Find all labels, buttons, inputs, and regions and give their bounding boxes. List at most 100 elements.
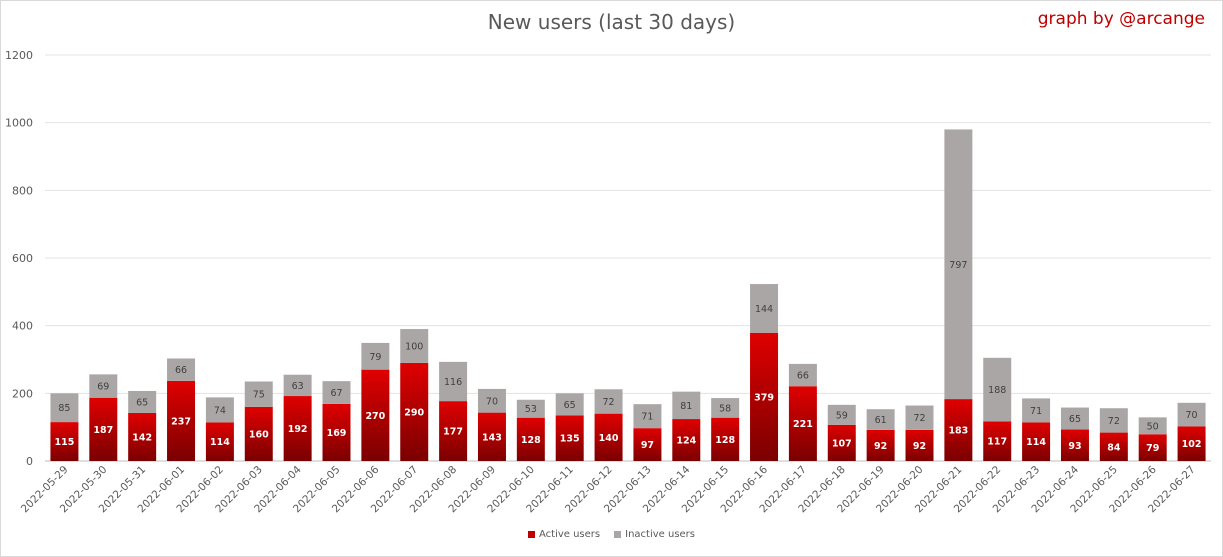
y-tick-label: 400 (12, 320, 33, 333)
bar-inactive (283, 374, 312, 397)
data-label-inactive: 65 (564, 400, 576, 411)
bar-inactive (555, 393, 584, 416)
data-label-active: 92 (913, 441, 926, 452)
bar-active (983, 421, 1012, 461)
data-label-active: 114 (1026, 437, 1046, 448)
bar-active (400, 362, 429, 461)
data-label-inactive: 188 (988, 385, 1006, 396)
data-label-inactive: 50 (1147, 421, 1159, 432)
y-axis: 0 200 400 600 800 1000 1200 (5, 49, 33, 468)
legend: Active users Inactive users (0, 529, 1223, 540)
data-label-active: 169 (327, 428, 347, 439)
data-label-active: 128 (521, 435, 541, 446)
bar-inactive (788, 363, 817, 387)
bar-active (477, 412, 506, 461)
bar-active (1177, 426, 1206, 461)
data-label-active: 128 (715, 435, 735, 446)
bar-active (633, 428, 662, 461)
data-label-active: 221 (793, 419, 813, 430)
bar-inactive (167, 358, 196, 381)
bar-active (750, 332, 779, 461)
data-label-inactive: 53 (525, 404, 537, 415)
bar-active (322, 403, 351, 461)
data-label-active: 183 (948, 426, 968, 437)
data-label-active: 379 (754, 392, 774, 403)
bar-inactive (1022, 398, 1051, 423)
data-label-inactive: 72 (603, 397, 615, 408)
chart-credit: graph by @arcange (1037, 9, 1205, 29)
bar-inactive (672, 391, 701, 420)
bar-active (944, 399, 973, 461)
data-label-inactive: 79 (369, 352, 381, 363)
bar-active (672, 419, 701, 461)
bar-inactive (439, 361, 468, 402)
bar-inactive (244, 381, 273, 407)
data-label-active: 290 (404, 407, 424, 418)
data-label-active: 107 (832, 438, 852, 449)
bar-inactive (50, 393, 79, 423)
bar-inactive (516, 399, 545, 418)
bar-active (1138, 434, 1167, 461)
data-label-active: 142 (132, 432, 152, 443)
data-label-inactive: 70 (486, 396, 498, 407)
bar-inactive (750, 284, 779, 333)
legend-item-inactive: Inactive users (614, 529, 695, 540)
y-tick-label: 200 (12, 387, 33, 400)
bar-inactive (827, 404, 856, 425)
data-label-inactive: 65 (1069, 414, 1081, 425)
y-tick-label: 0 (26, 455, 33, 468)
data-label-active: 115 (55, 437, 75, 448)
bar-inactive (89, 374, 118, 398)
data-label-inactive: 65 (136, 397, 148, 408)
data-label-active: 270 (365, 411, 385, 422)
legend-swatch-active (527, 531, 535, 538)
bar-active (128, 412, 157, 461)
bar-inactive (400, 329, 429, 363)
bar-inactive (905, 405, 934, 430)
legend-label-active: Active users (538, 529, 601, 540)
bar-inactive (128, 390, 157, 413)
data-label-inactive: 63 (292, 381, 304, 392)
data-label-inactive: 71 (1030, 406, 1042, 417)
data-label-active: 160 (249, 429, 269, 440)
bar-active (788, 386, 817, 461)
data-label-active: 93 (1068, 441, 1081, 452)
data-label-inactive: 59 (836, 410, 848, 421)
data-label-active: 117 (987, 437, 1007, 448)
data-label-inactive: 71 (641, 412, 653, 423)
data-label-active: 237 (171, 416, 191, 427)
data-label-inactive: 69 (97, 382, 109, 393)
bar-inactive (1138, 417, 1167, 435)
bar-inactive (1060, 407, 1089, 430)
bar-inactive (1099, 408, 1128, 433)
data-label-inactive: 67 (330, 388, 342, 399)
bar-inactive (361, 342, 390, 370)
bar-active (594, 413, 623, 461)
data-label-active: 177 (443, 427, 463, 438)
legend-item-active: Active users (527, 529, 601, 540)
data-label-active: 124 (676, 436, 696, 447)
x-axis: 2022-05-292022-05-302022-05-312022-06-01… (19, 463, 1198, 515)
bar-active (827, 424, 856, 461)
bar-inactive (711, 398, 740, 418)
bar-active (555, 415, 584, 461)
bar-active (905, 429, 934, 461)
data-label-inactive: 116 (444, 377, 462, 388)
data-label-inactive: 100 (405, 341, 423, 352)
bar-active (89, 397, 118, 461)
grid-lines (45, 54, 1211, 462)
data-label-inactive: 144 (755, 304, 773, 315)
data-label-active: 84 (1107, 442, 1121, 453)
data-label-active: 92 (874, 441, 887, 452)
bar-active (866, 429, 895, 461)
y-tick-label: 1200 (5, 49, 33, 62)
data-label-inactive: 797 (949, 260, 967, 271)
legend-swatch-inactive (614, 531, 622, 538)
data-label-inactive: 70 (1186, 410, 1198, 421)
bar-inactive (866, 409, 895, 430)
data-label-active: 187 (93, 425, 113, 436)
chart-title: New users (last 30 days) (487, 10, 736, 34)
bar-active (516, 417, 545, 461)
bar-active (205, 422, 234, 461)
